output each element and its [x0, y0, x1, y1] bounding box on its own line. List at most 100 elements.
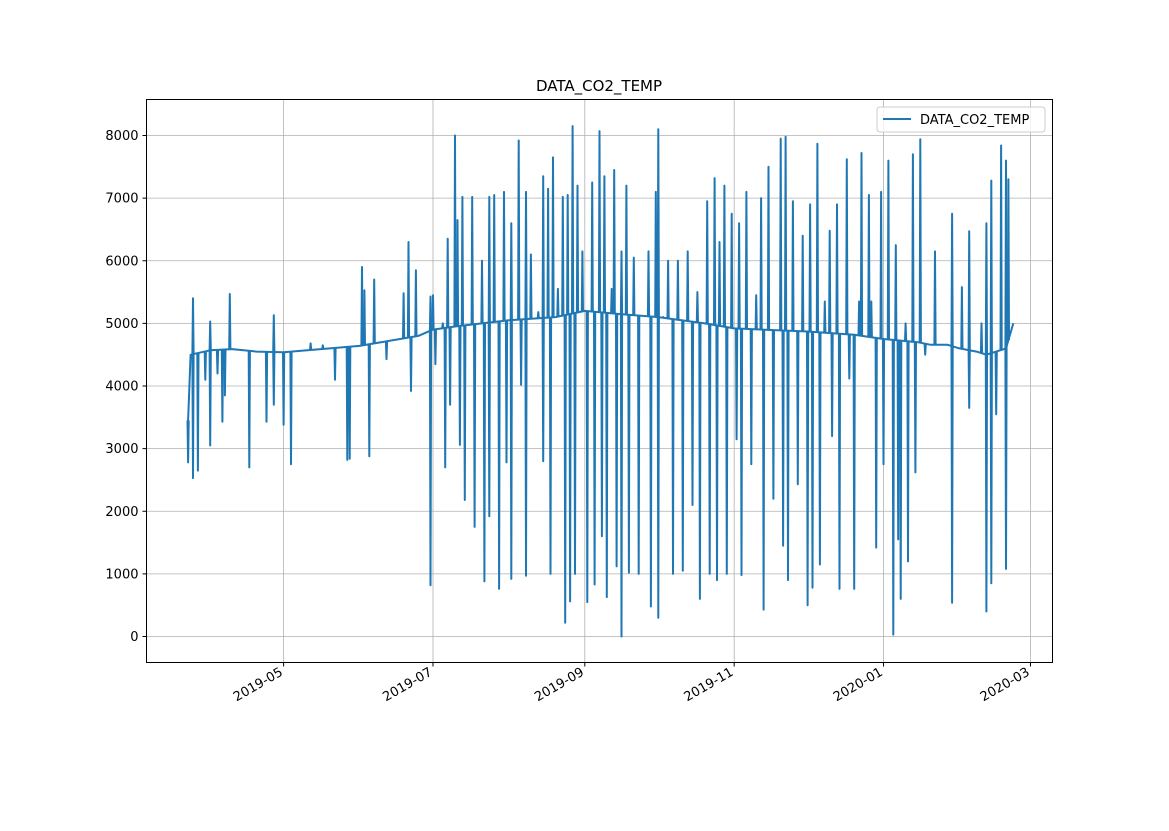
series-spike — [470, 195, 474, 325]
series-spike — [191, 297, 195, 355]
series-spike — [994, 351, 998, 416]
series-spike — [590, 181, 594, 312]
y-tick-label: 0 — [130, 630, 138, 645]
series-spike — [649, 316, 653, 608]
series-spike — [348, 346, 352, 460]
series-spike — [541, 175, 545, 318]
series-spike — [852, 334, 856, 590]
y-tick-label: 2000 — [105, 505, 138, 520]
series-spike — [759, 197, 763, 330]
series-spike — [1004, 159, 1008, 349]
series-spike — [593, 311, 597, 586]
series-spike — [984, 354, 988, 613]
series-spike — [671, 319, 675, 575]
series-spike — [282, 352, 286, 426]
series-spike — [191, 354, 195, 480]
series-spike — [754, 294, 758, 330]
series-spike — [960, 286, 964, 349]
series-spike — [881, 338, 886, 466]
series-spike — [698, 322, 702, 600]
series-spike — [441, 322, 445, 329]
series-spike — [874, 337, 878, 549]
series-spike — [717, 241, 722, 326]
series-spike — [705, 200, 709, 324]
series-spike — [223, 349, 227, 397]
series-spike — [524, 319, 528, 577]
series-spike — [272, 351, 276, 406]
x-tick-label: 2020-01 — [831, 665, 886, 705]
series-spike — [473, 324, 477, 528]
series-spike — [215, 349, 220, 375]
series-spike — [563, 314, 567, 624]
series-spike — [722, 184, 726, 327]
series-spike — [333, 347, 337, 381]
series-spike — [228, 293, 232, 350]
series-spike — [612, 169, 616, 314]
series-spike — [619, 314, 624, 638]
series-spike — [891, 339, 895, 636]
series-spike — [857, 300, 861, 336]
series-spike — [979, 322, 984, 354]
series-spike — [208, 320, 212, 351]
chart-title: DATA_CO2_TEMP — [536, 77, 662, 96]
series-spike — [828, 229, 832, 334]
y-tick-label: 8000 — [105, 129, 138, 144]
plot-area — [186, 125, 1015, 638]
series-spike — [744, 190, 748, 329]
series-spike — [923, 343, 927, 356]
series-spike — [791, 200, 795, 331]
series-spike — [272, 314, 276, 353]
series-spike — [735, 328, 739, 441]
series-spike — [656, 317, 660, 619]
series-spike — [1004, 348, 1008, 570]
series-spike — [428, 295, 433, 331]
series-spike — [186, 420, 190, 464]
series-spike — [602, 175, 606, 313]
series-spike — [801, 234, 805, 332]
series-spike — [913, 341, 917, 474]
series-spike — [492, 194, 496, 323]
series-spike — [713, 177, 717, 326]
series-spike — [309, 342, 313, 351]
series-spike — [786, 330, 790, 582]
series-spike — [911, 153, 915, 342]
y-tick-label: 7000 — [105, 192, 138, 207]
x-tick-label: 2020-03 — [978, 665, 1033, 705]
y-tick-label: 6000 — [105, 254, 138, 269]
series-spike — [384, 341, 389, 361]
series-spike — [818, 332, 822, 566]
series-spike — [646, 250, 651, 317]
series-spike — [619, 250, 624, 315]
series-spike — [208, 350, 212, 447]
series-spike — [681, 320, 685, 572]
series-spike — [749, 329, 753, 466]
series-spike — [561, 195, 565, 316]
y-tick-label: 1000 — [105, 567, 138, 582]
series-spike — [1006, 178, 1010, 341]
series-spike — [529, 253, 533, 319]
series-spike — [409, 337, 413, 392]
series-spike — [771, 330, 775, 500]
series-spike — [321, 344, 325, 350]
series-spike — [367, 344, 371, 458]
y-tick-label: 3000 — [105, 442, 138, 457]
series-spike — [605, 312, 609, 599]
series-spike — [676, 259, 680, 320]
series-spike — [654, 190, 658, 317]
series-spike — [487, 322, 491, 518]
series-spike — [551, 156, 555, 318]
axes-frame — [146, 99, 1053, 663]
series-spike — [406, 241, 411, 338]
series-spike — [509, 222, 513, 321]
series-spike — [575, 184, 580, 313]
x-tick-label: 2019-05 — [231, 665, 286, 705]
series-spike — [779, 137, 783, 331]
series-spike — [556, 287, 560, 317]
series-spike — [487, 195, 491, 323]
series-spike — [823, 300, 827, 333]
series-spike — [585, 311, 589, 604]
series-spike — [541, 317, 545, 463]
series-spike — [463, 325, 467, 501]
series-spike — [808, 203, 812, 332]
series-spike — [906, 341, 910, 563]
